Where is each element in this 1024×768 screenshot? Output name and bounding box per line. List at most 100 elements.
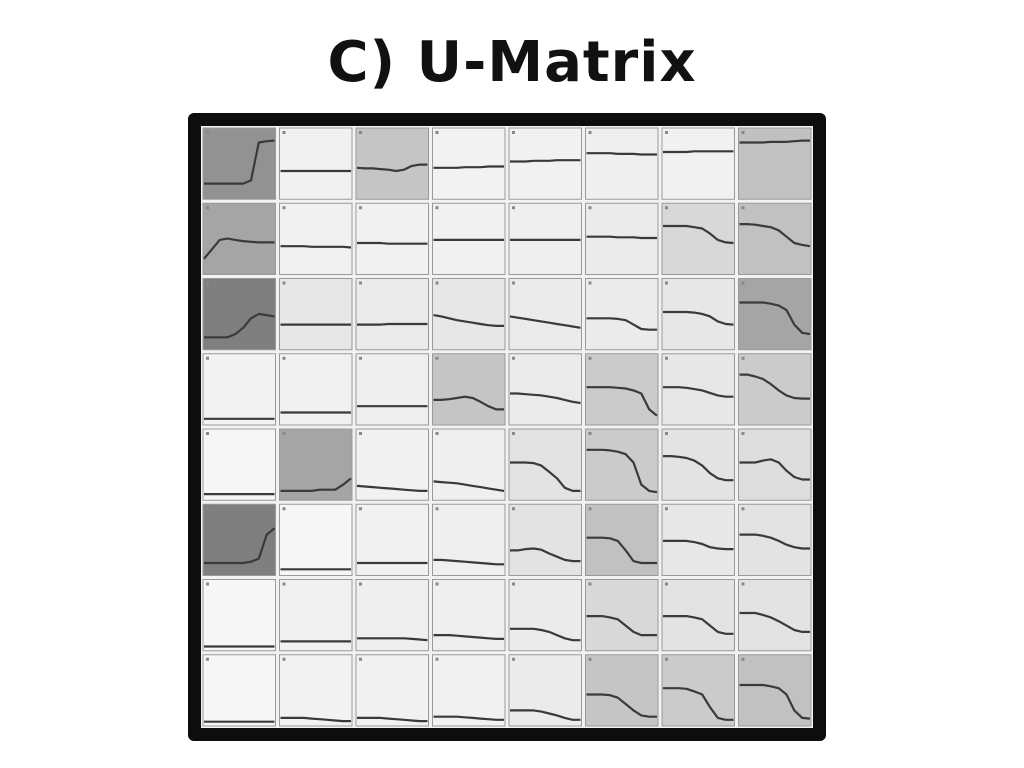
cell-trace (663, 539, 734, 551)
cell-background (202, 654, 276, 727)
chart-title: C) U-Matrix (327, 30, 697, 95)
cell-marker (665, 657, 668, 661)
cell-marker (512, 131, 515, 134)
cell-trace (510, 461, 581, 492)
cell-trace (663, 224, 734, 245)
cell-background (508, 278, 582, 351)
cell-marker (435, 507, 439, 511)
cell-background (661, 654, 735, 727)
cell-marker (588, 206, 592, 210)
cell-background (738, 353, 812, 426)
u-matrix-cell (279, 503, 353, 576)
cell-background (661, 428, 735, 501)
cell-marker (665, 206, 668, 210)
u-matrix-cell (432, 654, 506, 727)
cell-marker (359, 356, 362, 360)
cell-trace (510, 709, 581, 721)
cell-background (279, 127, 353, 200)
u-matrix-cell (279, 428, 353, 501)
cell-background (432, 654, 506, 727)
cell-trace (280, 716, 351, 723)
cell-trace (433, 634, 504, 640)
u-matrix-cell (585, 654, 659, 727)
cell-marker (435, 356, 439, 360)
u-matrix-cell (279, 202, 353, 275)
cell-marker (206, 356, 209, 360)
cell-marker (359, 582, 362, 586)
u-matrix-cell (355, 278, 429, 351)
cell-marker (741, 507, 745, 511)
cell-marker (282, 507, 286, 511)
u-matrix-cell (661, 503, 735, 576)
cell-trace (357, 637, 428, 642)
cell-trace (356, 163, 428, 173)
cell-background (279, 579, 353, 652)
cell-marker (741, 206, 745, 210)
cell-trace (357, 716, 428, 723)
u-matrix-cell (585, 503, 659, 576)
u-matrix-cell (585, 428, 659, 501)
cell-marker (741, 657, 745, 661)
cell-marker (741, 432, 745, 435)
u-matrix-cell (202, 579, 276, 652)
u-matrix-cell (508, 654, 582, 727)
cell-marker (588, 582, 592, 586)
cell-background (738, 127, 812, 200)
cell-background (508, 654, 582, 727)
cell-trace (586, 152, 657, 156)
cell-background (738, 428, 812, 501)
cell-marker (435, 432, 439, 435)
cell-background (585, 278, 659, 351)
u-matrix-cell (355, 654, 429, 727)
u-matrix-cell (661, 278, 735, 351)
cell-background (661, 202, 735, 275)
cell-trace (586, 235, 657, 240)
cell-trace (663, 455, 734, 482)
cell-background (585, 127, 659, 200)
cell-marker (206, 507, 209, 511)
cell-background (585, 202, 659, 275)
u-matrix-cell (661, 428, 735, 501)
u-matrix-cell (585, 278, 659, 351)
cell-trace (280, 477, 352, 492)
u-matrix-cell (355, 579, 429, 652)
cell-background (355, 654, 429, 727)
cell-trace (586, 386, 658, 417)
cell-trace (509, 315, 581, 329)
cell-trace (586, 317, 657, 331)
cell-trace (204, 527, 276, 565)
cell-trace (510, 627, 581, 642)
cell-background (585, 654, 659, 727)
cell-background (279, 353, 353, 426)
cell-background (202, 127, 276, 200)
cell-background (355, 127, 429, 200)
cell-trace (433, 480, 505, 492)
cell-trace (739, 139, 810, 144)
cell-background (738, 202, 812, 275)
u-matrix-cell (202, 428, 276, 501)
u-matrix-cell (585, 202, 659, 275)
cell-background (508, 353, 582, 426)
cell-background (355, 503, 429, 576)
cell-trace (739, 683, 811, 720)
u-matrix-cell (738, 503, 812, 576)
cell-trace (203, 237, 275, 260)
cell-background (279, 278, 353, 351)
cell-marker (359, 281, 362, 285)
cell-marker (741, 281, 745, 285)
u-matrix-cell (508, 579, 582, 652)
cell-marker (512, 432, 515, 435)
u-matrix-cell (661, 579, 735, 652)
cell-marker (588, 657, 592, 661)
u-matrix-cell (738, 278, 812, 351)
cell-marker (282, 657, 286, 661)
u-matrix-cell (585, 353, 659, 426)
cell-trace (356, 484, 428, 492)
cell-background (355, 278, 429, 351)
cell-marker (359, 657, 362, 661)
cell-marker (665, 507, 668, 511)
cell-trace (739, 611, 810, 633)
u-matrix-cell (355, 202, 429, 275)
u-matrix-cell (738, 353, 812, 426)
cell-marker (206, 657, 209, 661)
